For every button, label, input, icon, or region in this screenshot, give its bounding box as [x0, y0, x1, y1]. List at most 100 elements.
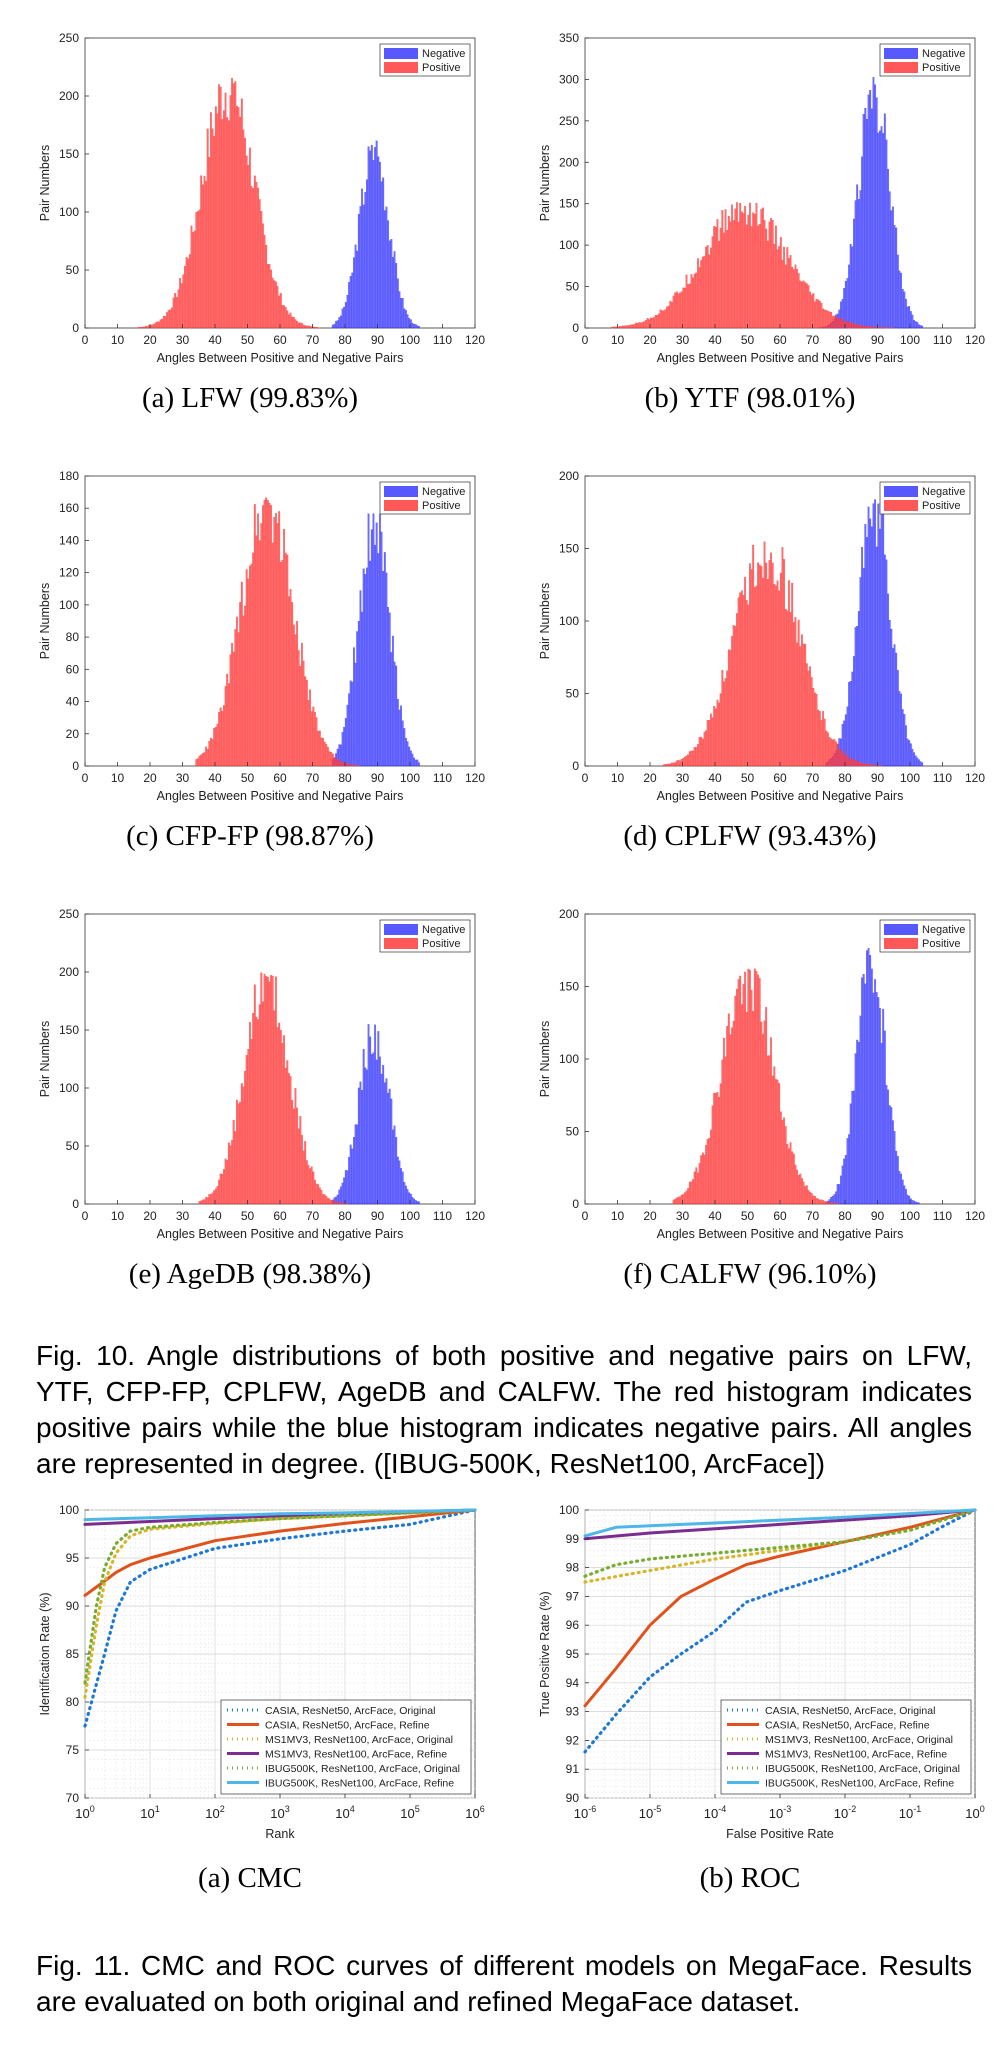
histogram-bar	[416, 1201, 419, 1205]
legend-label: CASIA, ResNet50, ArcFace, Refine	[765, 1720, 930, 1732]
histogram-bar	[354, 765, 357, 767]
histogram-bar	[349, 276, 352, 329]
histogram-bar	[226, 117, 229, 329]
histogram-bar	[323, 1194, 326, 1205]
histogram-bar	[646, 318, 649, 329]
histogram-bar	[403, 728, 406, 767]
histogram-bar	[418, 762, 420, 767]
y-tick-label: 0	[72, 1197, 79, 1211]
histogram-bar	[711, 717, 714, 767]
histogram-bar	[418, 326, 420, 329]
histogram-bar	[331, 1200, 334, 1205]
histogram-bar	[752, 212, 755, 329]
histogram-bar	[208, 740, 211, 767]
legend-swatch	[884, 924, 918, 935]
y-tick-label: 80	[66, 630, 80, 644]
histogram-bar	[688, 751, 691, 767]
histogram-bar	[669, 763, 672, 767]
histogram-bar	[836, 1203, 839, 1205]
histogram-bar	[258, 199, 261, 329]
histogram-bar	[734, 208, 737, 329]
y-tick-label: 180	[59, 469, 79, 483]
histogram-bar	[286, 554, 289, 767]
histogram-bar	[903, 291, 906, 329]
histogram-bar	[675, 291, 678, 329]
histogram-bar	[341, 1203, 344, 1205]
histogram-bar	[921, 762, 924, 767]
histogram-bar	[205, 746, 207, 767]
histogram-bar	[685, 274, 688, 329]
histogram-bar	[849, 323, 852, 329]
histogram-bar	[380, 1073, 383, 1205]
x-tick-label: 110	[933, 1209, 952, 1223]
histogram-bar	[831, 1202, 834, 1205]
histogram-bar	[885, 559, 888, 767]
histogram-bar	[672, 1199, 675, 1205]
y-tick-label: 0	[72, 759, 79, 773]
histogram-bar	[820, 720, 823, 767]
histogram-bar	[675, 760, 678, 767]
histogram-bar	[869, 326, 872, 329]
histogram-bar	[823, 1201, 826, 1205]
y-axis-label: Pair Numbers	[538, 1021, 552, 1097]
histogram-bar	[641, 321, 644, 329]
histogram-bar	[273, 517, 276, 767]
histogram-bar	[840, 318, 842, 329]
histogram-bar	[283, 305, 285, 329]
histogram-bar	[797, 273, 800, 329]
histogram-bar	[341, 761, 344, 767]
histogram-bar	[632, 324, 634, 329]
x-tick-exponent: 5	[415, 1804, 420, 1814]
histogram-bar	[846, 321, 849, 329]
x-tick-label: 110	[433, 771, 452, 785]
histogram-bar	[762, 1033, 764, 1205]
histogram-bar	[724, 209, 727, 329]
histogram-bar	[700, 736, 703, 767]
histogram-bar	[714, 1093, 717, 1205]
x-tick-label: 20	[143, 771, 157, 785]
histogram-bar	[278, 1022, 281, 1205]
histogram-bar	[208, 157, 211, 329]
histogram-bar	[911, 1199, 914, 1205]
histogram-bar	[237, 107, 240, 329]
sub-caption-cmc: (a) CMC	[198, 1862, 302, 1894]
histogram-bar	[252, 1012, 255, 1205]
histogram-bar	[318, 730, 321, 767]
histogram-bar	[645, 320, 647, 329]
x-tick-label: 10-1	[899, 1804, 921, 1821]
histogram-bar	[719, 1083, 722, 1205]
histogram-bar	[856, 184, 859, 329]
histogram-bar	[770, 218, 772, 329]
histogram-bar	[895, 652, 898, 767]
legend-swatch	[884, 62, 918, 73]
histogram-bar	[364, 192, 367, 329]
y-tick-label: 100	[59, 1081, 79, 1095]
histogram-bar	[312, 1171, 315, 1205]
histogram-bar	[307, 700, 310, 767]
histogram-bar	[304, 325, 307, 329]
histogram-bar	[753, 213, 756, 329]
histogram-bar	[791, 1151, 794, 1205]
histogram-bar	[223, 110, 225, 329]
x-tick-label: 100	[900, 771, 920, 785]
histogram-bar	[890, 628, 893, 767]
histogram-bar	[736, 202, 738, 329]
histogram-bar	[896, 254, 899, 329]
y-tick-label: 350	[559, 31, 579, 45]
histogram-bar	[197, 211, 199, 329]
histogram-bar	[260, 972, 263, 1205]
histogram-bar	[690, 750, 693, 767]
histogram-bar	[286, 1060, 289, 1205]
histogram-bar	[414, 324, 417, 329]
histogram-bar	[343, 727, 346, 767]
histogram-bar	[796, 642, 798, 767]
y-tick-label: 200	[59, 89, 79, 103]
histogram-bar	[382, 571, 385, 767]
histogram-bar	[778, 246, 781, 329]
histogram-bar	[392, 635, 394, 767]
series-positive	[198, 972, 349, 1205]
histogram-bar	[870, 764, 873, 767]
y-tick-label: 0	[572, 1197, 579, 1211]
histogram-bar	[400, 705, 402, 767]
histogram-bar	[190, 225, 193, 329]
